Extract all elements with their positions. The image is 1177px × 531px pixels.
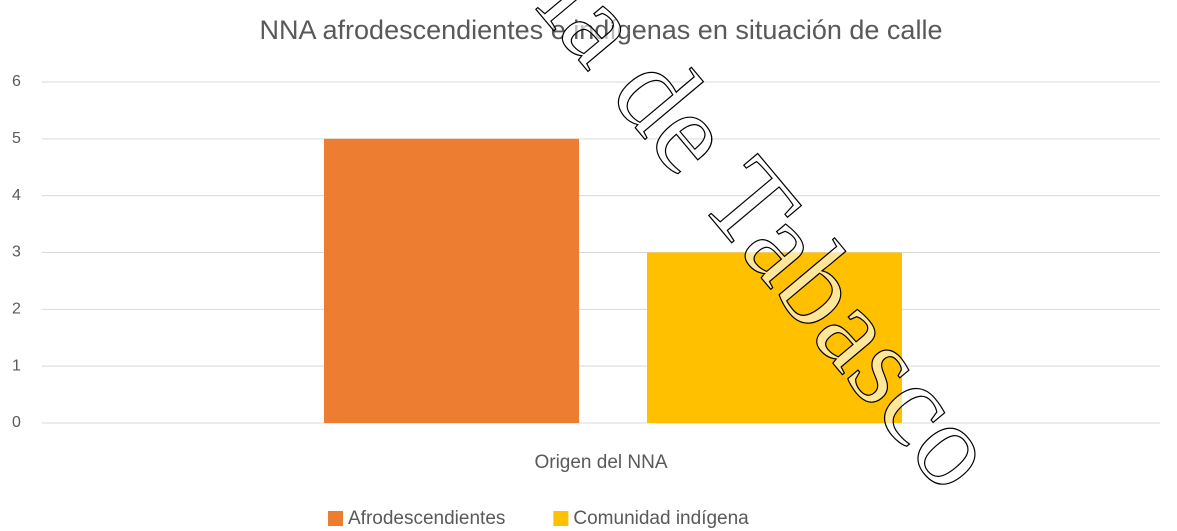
y-tick-label: 1 [12, 357, 21, 374]
bar [324, 138, 579, 424]
watermark-text: ía de Tabasco [514, 0, 1025, 513]
y-tick-label: 5 [12, 130, 21, 147]
y-tick-label: 2 [12, 301, 21, 318]
legend-swatch [328, 511, 343, 526]
y-tick-label: 6 [12, 73, 21, 90]
y-tick-label: 0 [12, 414, 21, 431]
y-tick-label: 3 [12, 244, 21, 261]
bar [647, 252, 902, 423]
watermark: ía de Tabasco [514, 0, 1026, 514]
y-tick-label: 4 [12, 187, 21, 204]
chart-title: NNA afrodescendientes e indígenas en sit… [260, 15, 943, 45]
legend-swatch [553, 511, 569, 526]
legend-label: Afrodescendientes [348, 508, 505, 529]
x-axis-label: Origen del NNA [534, 452, 667, 473]
legend-label: Comunidad indígena [573, 508, 749, 529]
